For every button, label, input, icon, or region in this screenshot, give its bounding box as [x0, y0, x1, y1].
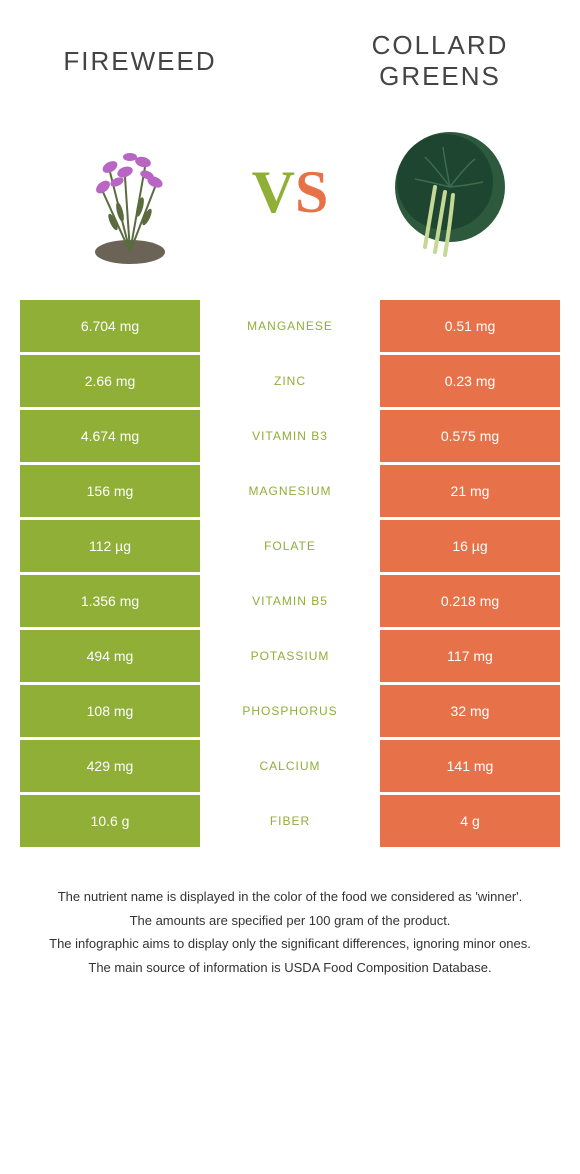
right-value-cell: 0.575 mg — [380, 407, 560, 462]
vs-s-letter: S — [295, 158, 328, 227]
table-row: 429 mgCalcium141 mg — [20, 737, 560, 792]
footer-line-2: The amounts are specified per 100 gram o… — [30, 911, 550, 931]
footer-line-3: The infographic aims to display only the… — [30, 934, 550, 954]
left-food-title: Fireweed — [20, 46, 260, 77]
right-value-cell: 117 mg — [380, 627, 560, 682]
right-value-cell: 21 mg — [380, 462, 560, 517]
right-value-cell: 0.51 mg — [380, 297, 560, 352]
nutrient-name-cell: Zinc — [200, 352, 380, 407]
left-value-cell: 10.6 g — [20, 792, 200, 847]
nutrient-name-cell: Calcium — [200, 737, 380, 792]
left-value-cell: 1.356 mg — [20, 572, 200, 627]
left-value-cell: 429 mg — [20, 737, 200, 792]
table-row: 10.6 gFiber4 g — [20, 792, 560, 847]
table-row: 1.356 mgVitamin B50.218 mg — [20, 572, 560, 627]
table-row: 156 mgMagnesium21 mg — [20, 462, 560, 517]
table-row: 4.674 mgVitamin B30.575 mg — [20, 407, 560, 462]
right-value-cell: 4 g — [380, 792, 560, 847]
left-value-cell: 112 µg — [20, 517, 200, 572]
nutrient-name-cell: Fiber — [200, 792, 380, 847]
table-row: 6.704 mgManganese0.51 mg — [20, 297, 560, 352]
collard-greens-image — [340, 112, 560, 272]
table-row: 494 mgPotassium117 mg — [20, 627, 560, 682]
nutrient-name-cell: Folate — [200, 517, 380, 572]
comparison-table: 6.704 mgManganese0.51 mg2.66 mgZinc0.23 … — [20, 297, 560, 847]
table-row: 108 mgPhosphorus32 mg — [20, 682, 560, 737]
footer-line-4: The main source of information is USDA F… — [30, 958, 550, 978]
header-row: Fireweed Collard Greens — [0, 0, 580, 102]
left-value-cell: 108 mg — [20, 682, 200, 737]
footer-line-1: The nutrient name is displayed in the co… — [30, 887, 550, 907]
right-value-cell: 0.23 mg — [380, 352, 560, 407]
vs-v-letter: V — [252, 158, 295, 227]
right-food-title: Collard Greens — [320, 30, 560, 92]
nutrient-name-cell: Potassium — [200, 627, 380, 682]
infographic-container: Fireweed Collard Greens — [0, 0, 580, 977]
left-value-cell: 6.704 mg — [20, 297, 200, 352]
left-value-cell: 494 mg — [20, 627, 200, 682]
nutrient-name-cell: Phosphorus — [200, 682, 380, 737]
footer-notes: The nutrient name is displayed in the co… — [30, 887, 550, 977]
table-row: 112 µgFolate16 µg — [20, 517, 560, 572]
nutrient-name-cell: Manganese — [200, 297, 380, 352]
fireweed-icon — [55, 117, 205, 267]
fireweed-image — [20, 112, 240, 272]
vs-badge: VS — [240, 158, 340, 227]
left-value-cell: 2.66 mg — [20, 352, 200, 407]
right-food-title-text: Collard Greens — [372, 30, 509, 91]
nutrient-name-cell: Vitamin B3 — [200, 407, 380, 462]
left-value-cell: 4.674 mg — [20, 407, 200, 462]
left-value-cell: 156 mg — [20, 462, 200, 517]
right-value-cell: 0.218 mg — [380, 572, 560, 627]
right-value-cell: 32 mg — [380, 682, 560, 737]
nutrient-name-cell: Vitamin B5 — [200, 572, 380, 627]
images-row: VS — [0, 102, 580, 297]
right-value-cell: 141 mg — [380, 737, 560, 792]
nutrient-name-cell: Magnesium — [200, 462, 380, 517]
table-row: 2.66 mgZinc0.23 mg — [20, 352, 560, 407]
right-value-cell: 16 µg — [380, 517, 560, 572]
collard-greens-icon — [375, 117, 525, 267]
